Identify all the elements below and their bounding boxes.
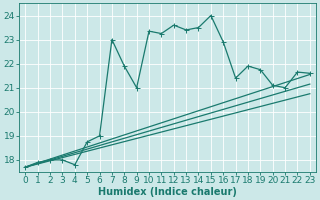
X-axis label: Humidex (Indice chaleur): Humidex (Indice chaleur) [98, 187, 237, 197]
